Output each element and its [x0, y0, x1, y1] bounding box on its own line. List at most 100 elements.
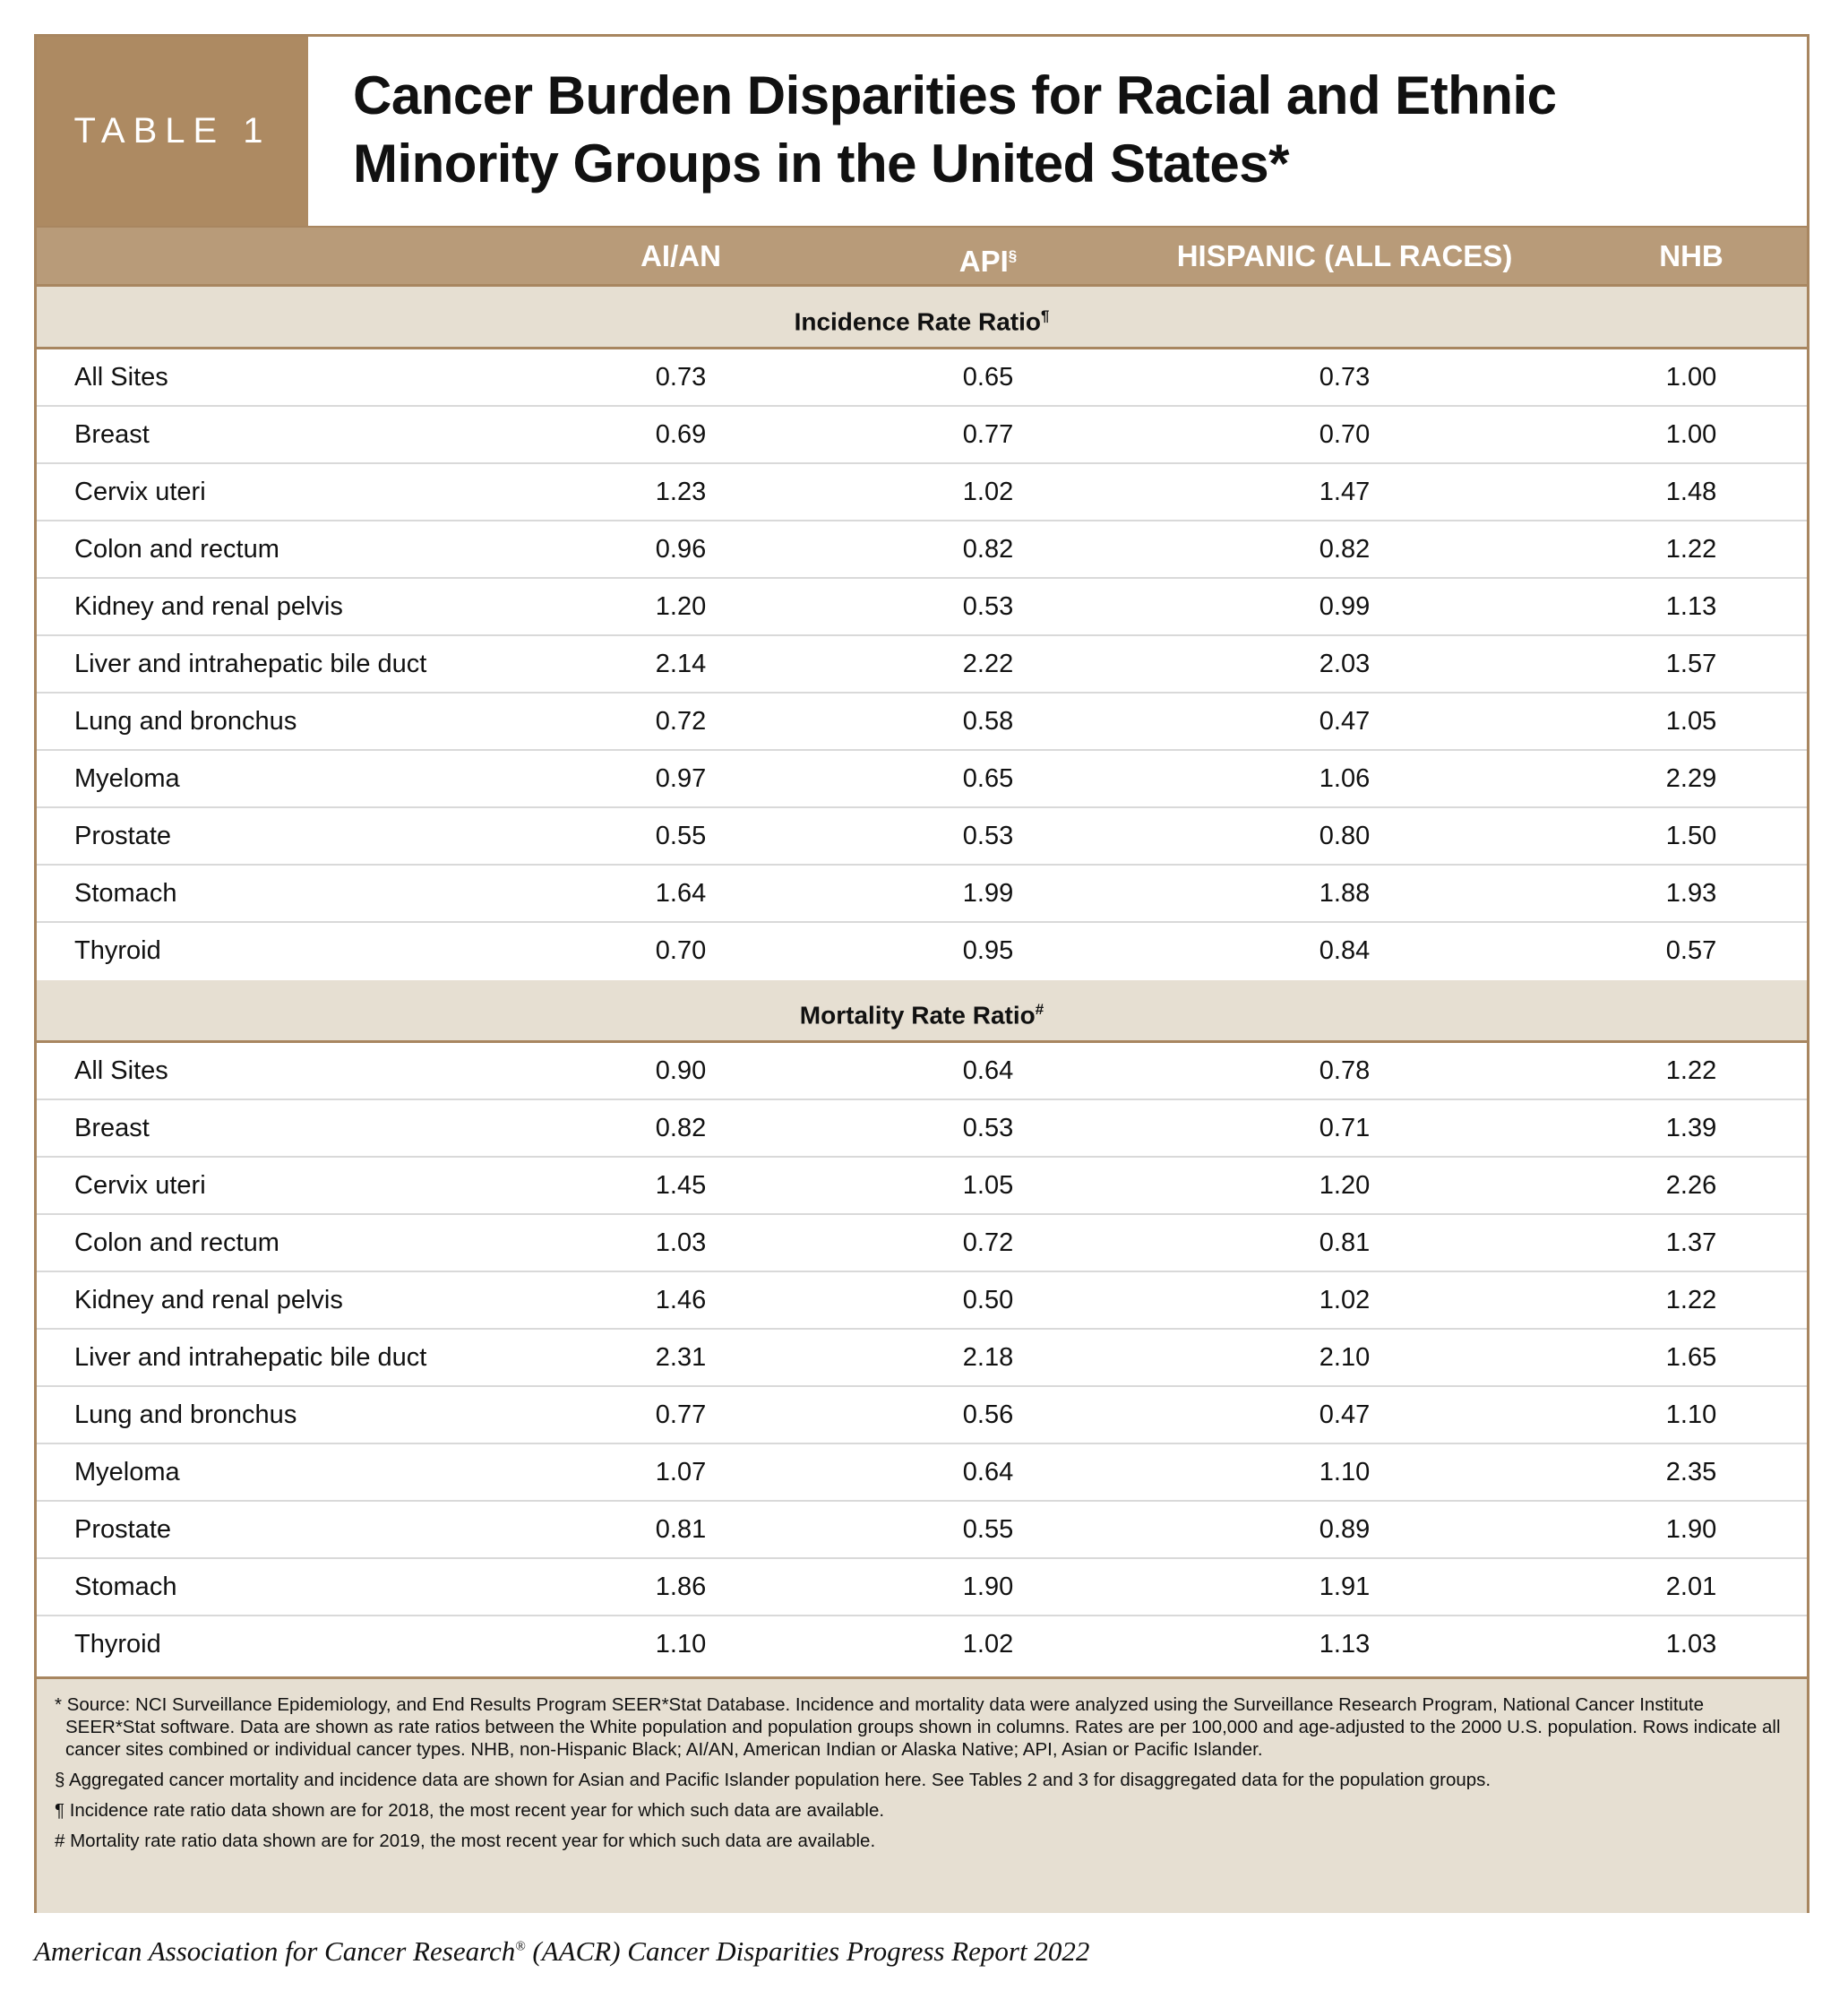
rate-ratio-cell: 2.10 — [1319, 1343, 1371, 1372]
cancer-site: Lung and bronchus — [74, 707, 297, 736]
table-row: Cervix uteri 1.23 1.02 1.47 1.48 — [37, 464, 1807, 521]
cancer-site: Liver and intrahepatic bile duct — [74, 1343, 427, 1372]
table-row: Myeloma 1.07 0.64 1.10 2.35 — [37, 1444, 1807, 1502]
rate-ratio-cell: 1.06 — [1319, 764, 1371, 793]
cancer-site: Cervix uteri — [74, 478, 206, 506]
rate-ratio-cell: 1.20 — [655, 592, 707, 621]
rate-ratio-cell: 0.55 — [962, 1515, 1014, 1544]
rate-ratio-cell: 0.77 — [655, 1400, 707, 1429]
table-row: Stomach 1.64 1.99 1.88 1.93 — [37, 866, 1807, 923]
rate-ratio-cell: 2.22 — [962, 650, 1014, 678]
rate-ratio-cell: 1.13 — [1319, 1630, 1371, 1659]
rate-ratio-cell: 0.53 — [962, 592, 1014, 621]
rate-ratio-cell: 0.96 — [655, 535, 707, 564]
footnote-incidence: ¶ Incidence rate ratio data shown are fo… — [55, 1800, 885, 1821]
rate-ratio-cell: 0.71 — [1319, 1114, 1371, 1142]
table-row: Breast 0.82 0.53 0.71 1.39 — [37, 1100, 1807, 1158]
cancer-site: Thyroid — [74, 936, 161, 965]
rate-ratio-cell: 0.97 — [655, 764, 707, 793]
cancer-site: Myeloma — [74, 764, 180, 793]
rate-ratio-cell: 0.65 — [962, 363, 1014, 392]
rate-ratio-cell: 0.53 — [962, 822, 1014, 850]
rate-ratio-cell: 1.05 — [962, 1171, 1014, 1200]
rate-ratio-cell: 0.84 — [1319, 936, 1371, 965]
rate-ratio-cell: 0.70 — [655, 936, 707, 965]
rate-ratio-cell: 0.53 — [962, 1114, 1014, 1142]
cancer-site: Kidney and renal pelvis — [74, 1286, 343, 1314]
rate-ratio-cell: 1.86 — [655, 1572, 707, 1601]
rate-ratio-cell: 1.48 — [1665, 478, 1717, 506]
rate-ratio-cell: 1.03 — [1665, 1630, 1717, 1659]
section-header: Mortality Rate Ratio# — [37, 980, 1807, 1043]
footnote-mortality: # Mortality rate ratio data shown are fo… — [55, 1831, 876, 1851]
footnote-api: § Aggregated cancer mortality and incide… — [55, 1770, 1491, 1790]
table-row: Colon and rectum 0.96 0.82 0.82 1.22 — [37, 521, 1807, 579]
cancer-site: Prostate — [74, 1515, 171, 1544]
table-row: All Sites 0.73 0.65 0.73 1.00 — [37, 349, 1807, 407]
column-header-hispanic: HISPANIC (ALL RACES) — [1176, 239, 1513, 272]
cancer-site: Colon and rectum — [74, 1228, 279, 1257]
cancer-site: Lung and bronchus — [74, 1400, 297, 1429]
table-row: Colon and rectum 1.03 0.72 0.81 1.37 — [37, 1215, 1807, 1272]
section-title: Incidence Rate Ratio — [794, 307, 1041, 336]
rate-ratio-cell: 2.01 — [1665, 1572, 1717, 1601]
rate-ratio-cell: 0.72 — [962, 1228, 1014, 1257]
title-line-1: Cancer Burden Disparities for Racial and… — [353, 65, 1557, 125]
title-line-2: Minority Groups in the United States* — [353, 134, 1289, 194]
rate-ratio-cell: 0.72 — [655, 707, 707, 736]
rate-ratio-cell: 0.73 — [1319, 363, 1371, 392]
rate-ratio-cell: 1.00 — [1665, 420, 1717, 449]
rate-ratio-cell: 0.50 — [962, 1286, 1014, 1314]
api-footnote-mark: § — [1008, 247, 1018, 264]
rate-ratio-cell: 1.22 — [1665, 535, 1717, 564]
rate-ratio-cell: 0.95 — [962, 936, 1014, 965]
table-row: Cervix uteri 1.45 1.05 1.20 2.26 — [37, 1158, 1807, 1215]
table-row: Prostate 0.55 0.53 0.80 1.50 — [37, 808, 1807, 866]
cancer-site: Colon and rectum — [74, 535, 279, 564]
rate-ratio-cell: 2.26 — [1665, 1171, 1717, 1200]
rate-ratio-cell: 1.22 — [1665, 1286, 1717, 1314]
cancer-site: Cervix uteri — [74, 1171, 206, 1200]
rate-ratio-cell: 1.45 — [655, 1171, 707, 1200]
rate-ratio-cell: 0.58 — [962, 707, 1014, 736]
rate-ratio-cell: 2.31 — [655, 1343, 707, 1372]
column-header-nhb: NHB — [1659, 239, 1723, 272]
caption-org: American Association for Cancer Research — [34, 1935, 516, 1967]
rate-ratio-cell: 0.65 — [962, 764, 1014, 793]
rate-ratio-cell: 1.47 — [1319, 478, 1371, 506]
rate-ratio-cell: 1.50 — [1665, 822, 1717, 850]
rate-ratio-cell: 0.57 — [1665, 936, 1717, 965]
rate-ratio-cell: 1.88 — [1319, 879, 1371, 908]
rate-ratio-cell: 1.22 — [1665, 1056, 1717, 1085]
rate-ratio-cell: 0.89 — [1319, 1515, 1371, 1544]
rate-ratio-cell: 1.00 — [1665, 363, 1717, 392]
table-row: Thyroid 0.70 0.95 0.84 0.57 — [37, 923, 1807, 980]
cancer-site: Liver and intrahepatic bile duct — [74, 650, 427, 678]
section-title: Mortality Rate Ratio — [799, 1001, 1036, 1030]
rate-ratio-cell: 0.73 — [655, 363, 707, 392]
rate-ratio-cell: 0.47 — [1319, 1400, 1371, 1429]
title-band: TABLE 1 Cancer Burden Disparities for Ra… — [37, 37, 1807, 226]
table-row: Myeloma 0.97 0.65 1.06 2.29 — [37, 751, 1807, 808]
rate-ratio-cell: 1.03 — [655, 1228, 707, 1257]
rate-ratio-cell: 1.02 — [962, 478, 1014, 506]
rate-ratio-cell: 0.90 — [655, 1056, 707, 1085]
cancer-site: Stomach — [74, 1572, 177, 1601]
rate-ratio-cell: 0.47 — [1319, 707, 1371, 736]
rate-ratio-cell: 1.99 — [962, 879, 1014, 908]
rate-ratio-cell: 1.65 — [1665, 1343, 1717, 1372]
footnote-source: * Source: NCI Surveillance Epidemiology,… — [55, 1694, 1781, 1760]
column-header-api-label: API — [958, 245, 1009, 278]
rate-ratio-cell: 0.77 — [962, 420, 1014, 449]
column-header-api: API§ — [959, 228, 1017, 290]
rate-ratio-cell: 0.64 — [962, 1056, 1014, 1085]
page-title: Cancer Burden Disparities for Racial and… — [308, 37, 1807, 226]
table-row: Kidney and renal pelvis 1.46 0.50 1.02 1.22 — [37, 1272, 1807, 1330]
table-row: Prostate 0.81 0.55 0.89 1.90 — [37, 1502, 1807, 1559]
rate-ratio-cell: 2.29 — [1665, 764, 1717, 793]
cancer-site: Prostate — [74, 822, 171, 850]
rate-ratio-cell: 1.90 — [1665, 1515, 1717, 1544]
table-row: Liver and intrahepatic bile duct 2.31 2.18… — [37, 1330, 1807, 1387]
rate-ratio-cell: 1.91 — [1319, 1572, 1371, 1601]
table-row: Liver and intrahepatic bile duct 2.14 2.22… — [37, 636, 1807, 694]
